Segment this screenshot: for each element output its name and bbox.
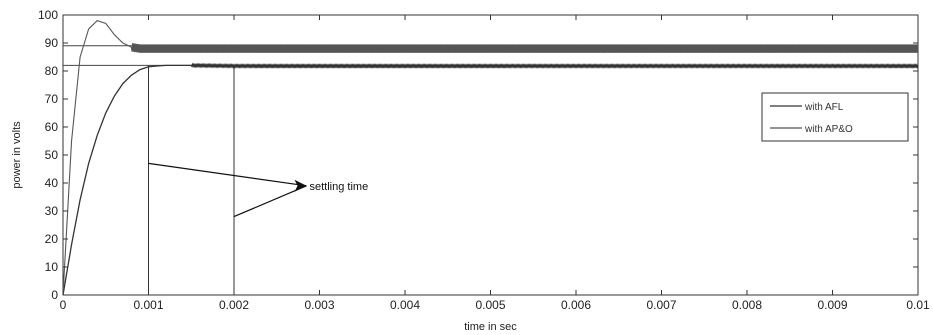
y-tick-label: 50: [45, 148, 59, 162]
x-tick-label: 0.008: [732, 298, 762, 312]
y-tick-label: 20: [45, 232, 59, 246]
legend-entry: with AFL: [804, 102, 844, 113]
x-tick-label: 0.003: [304, 298, 334, 312]
annotation-arrow: [148, 162, 307, 187]
y-tick-label: 30: [45, 204, 59, 218]
y-tick-label: 40: [45, 176, 59, 190]
series-line-with-afl: [63, 62, 918, 295]
x-tick-label: 0.009: [817, 298, 847, 312]
annotation-arrow: [233, 185, 307, 218]
x-tick-label: 0.004: [390, 298, 420, 312]
y-tick-label: 0: [51, 288, 58, 302]
plot-content: [63, 19, 918, 295]
y-axis-label: power in volts: [11, 121, 23, 189]
plot-area: [62, 14, 919, 296]
x-tick-label: 0.01: [906, 298, 930, 312]
series-line-with-apo: [63, 19, 918, 295]
y-tick-label: 10: [45, 260, 59, 274]
y-tick-label: 80: [45, 64, 59, 78]
legend-entry: with AP&O: [804, 124, 853, 135]
x-axis-label: time in sec: [464, 321, 517, 333]
settling-time-annotation: settling time: [148, 162, 369, 218]
plot-frame: [62, 14, 919, 296]
x-tick-label: 0.001: [133, 298, 163, 312]
x-tick-label: 0: [60, 298, 67, 312]
legend-box: [761, 92, 909, 142]
axis-ticks: 0 0.001 0.002 0.003 0.004 0.005 0.006 0.007 0.00…: [38, 8, 930, 312]
y-tick-label: 60: [45, 120, 59, 134]
annotation-label: settling time: [310, 181, 369, 193]
legend: with AFL with AP&O: [761, 92, 909, 142]
y-tick-label: 70: [45, 92, 59, 106]
y-tick-label: 100: [38, 8, 58, 22]
x-tick-label: 0.007: [646, 298, 676, 312]
x-tick-label: 0.006: [561, 298, 591, 312]
y-tick-label: 90: [45, 36, 59, 50]
x-tick-label: 0.002: [219, 298, 249, 312]
arrowhead: [294, 179, 307, 192]
x-tick-label: 0.005: [475, 298, 505, 312]
